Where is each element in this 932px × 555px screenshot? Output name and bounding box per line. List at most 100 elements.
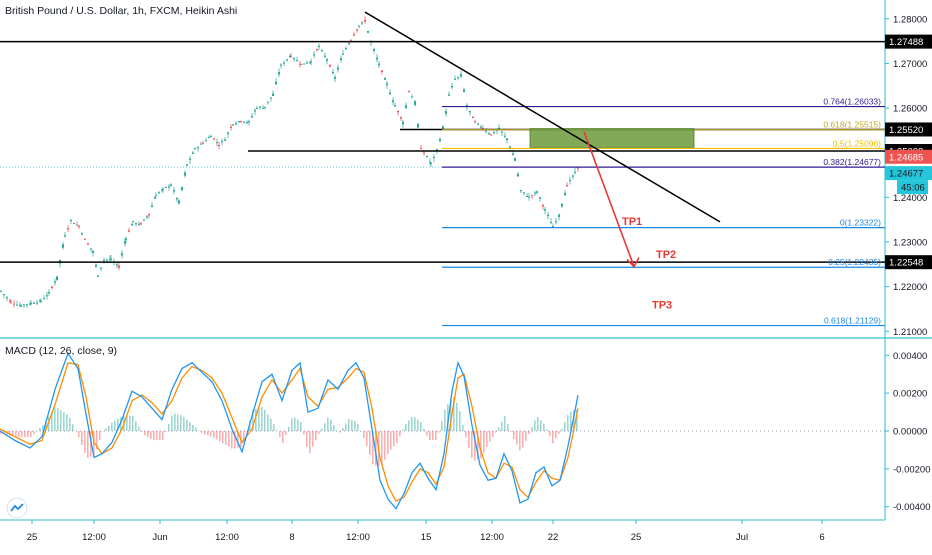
- time-tick-label: 8: [289, 532, 294, 543]
- candle-body: [493, 132, 495, 134]
- candle-body: [176, 197, 178, 200]
- candle-body: [10, 301, 12, 303]
- macd-histogram-bar: [570, 411, 572, 431]
- candle-body: [451, 86, 453, 88]
- supply-zone: [529, 128, 695, 148]
- candle-body: [259, 106, 261, 108]
- macd-histogram-bar: [348, 418, 350, 431]
- macd-histogram-bar: [78, 431, 80, 438]
- time-tick-label: 12:00: [215, 532, 239, 543]
- countdown-badge: [897, 180, 928, 195]
- macd-histogram-bar: [327, 417, 329, 431]
- candle-body: [544, 209, 546, 211]
- candle-body: [384, 78, 386, 80]
- candle-body: [13, 303, 15, 305]
- time-tick-label: 25: [27, 532, 38, 543]
- candle-body: [293, 58, 295, 60]
- candle-body: [501, 131, 503, 133]
- candle-body: [397, 110, 399, 113]
- macd-histogram-bar: [120, 417, 122, 431]
- candle-body: [51, 286, 53, 289]
- candle-body: [20, 305, 22, 307]
- fib-level-label: 0.5(1.25096): [833, 138, 881, 148]
- candle-body: [306, 62, 308, 64]
- candle-body: [158, 192, 160, 194]
- candle-body: [140, 223, 142, 225]
- candle-body: [181, 187, 183, 191]
- macd-histogram-bar: [282, 431, 284, 444]
- candle-body: [469, 110, 471, 113]
- candle-body: [474, 121, 476, 123]
- candle-body: [243, 121, 245, 123]
- symbol-title[interactable]: British Pound / U.S. Dollar, 1h, FXCM, H…: [5, 5, 238, 17]
- macd-histogram-bar: [522, 431, 524, 448]
- macd-histogram-bar: [129, 415, 131, 431]
- macd-histogram-bar: [237, 431, 239, 448]
- macd-histogram-bar: [288, 426, 290, 431]
- current-price-label: 1.24685: [889, 152, 923, 163]
- macd-histogram-bar: [75, 430, 77, 432]
- price-tick-label: 1.21000: [893, 327, 927, 338]
- candle-body: [248, 121, 250, 123]
- macd-histogram-bar: [510, 431, 512, 432]
- candle-body: [154, 197, 156, 199]
- macd-histogram-bar: [117, 418, 119, 431]
- macd-histogram-bar: [435, 431, 437, 441]
- macd-histogram-bar: [57, 408, 59, 431]
- candle-body: [213, 138, 215, 140]
- candle-body: [221, 141, 223, 143]
- macd-histogram-bar: [444, 409, 446, 431]
- candle-body: [235, 123, 237, 125]
- level-price-badge: [885, 34, 932, 49]
- macd-histogram-bar: [534, 420, 536, 431]
- candle-body: [138, 223, 140, 225]
- candle-body: [472, 116, 474, 119]
- macd-histogram-bar: [30, 431, 32, 438]
- macd-histogram-bar: [462, 424, 464, 431]
- macd-histogram-bar: [108, 425, 110, 431]
- macd-histogram-bar: [219, 431, 221, 442]
- candle-body: [448, 94, 450, 96]
- candle-body: [197, 147, 199, 149]
- candle-body: [194, 148, 196, 150]
- time-tick-label: 12:00: [480, 532, 504, 543]
- candle-body: [480, 126, 482, 128]
- macd-histogram-bar: [96, 431, 98, 450]
- candle-body: [558, 214, 560, 217]
- candle-body: [290, 55, 292, 57]
- macd-histogram-bar: [39, 427, 41, 431]
- candle-body: [460, 74, 462, 77]
- macd-histogram-bar: [441, 421, 443, 431]
- macd-histogram-bar: [300, 421, 302, 431]
- macd-histogram-bar: [189, 422, 191, 431]
- macd-histogram-bar: [414, 417, 416, 431]
- candle-body: [0, 290, 2, 292]
- candle-body: [33, 302, 35, 304]
- time-tick-label: 25: [631, 532, 642, 543]
- candle-body: [408, 90, 410, 92]
- candle-body: [155, 195, 157, 197]
- macd-histogram-bar: [354, 421, 356, 431]
- macd-histogram-bar: [252, 409, 254, 431]
- macd-histogram-bar: [204, 431, 206, 435]
- candle-body: [439, 139, 441, 141]
- macd-histogram-bar: [72, 424, 74, 431]
- macd-histogram-bar: [291, 418, 293, 431]
- macd-histogram-bar: [168, 423, 170, 431]
- macd-legend[interactable]: MACD (12, 26, close, 9): [5, 345, 118, 357]
- macd-histogram-bar: [576, 409, 578, 431]
- macd-histogram-bar: [159, 431, 161, 441]
- candle-body: [423, 152, 425, 154]
- candle-body: [92, 250, 94, 253]
- candle-body: [526, 195, 528, 197]
- level-price-label: 1.25520: [889, 125, 923, 136]
- macd-histogram-bar: [531, 427, 533, 431]
- candle-body: [332, 71, 334, 74]
- macd-histogram-bar: [63, 412, 65, 431]
- candle-body: [405, 105, 407, 108]
- candle-body: [345, 48, 347, 50]
- macd-histogram-bar: [105, 428, 107, 431]
- macd-histogram-bar: [342, 427, 344, 431]
- macd-histogram-bar: [51, 412, 53, 431]
